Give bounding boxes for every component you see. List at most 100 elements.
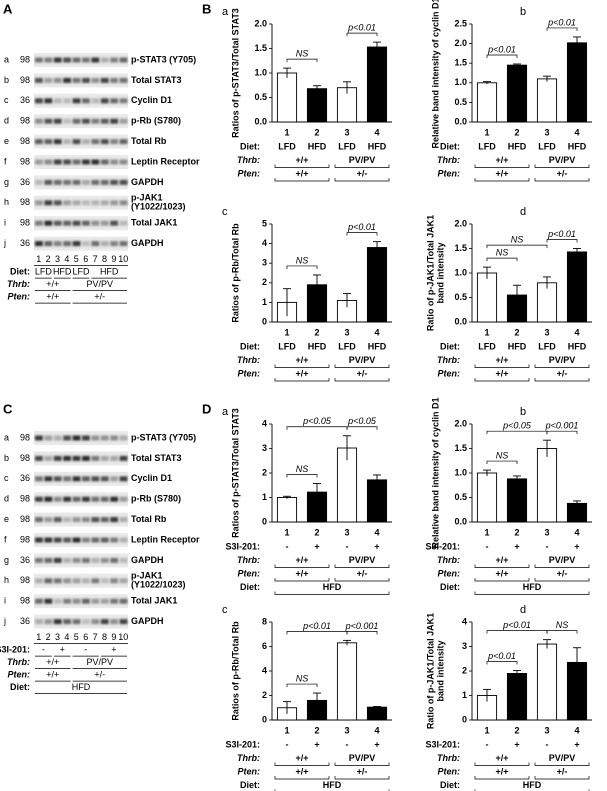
y-tick-label: 3 [262,443,267,453]
footer-value: LFD [278,141,296,151]
error-bar [543,639,551,649]
significance-label: p<0.01 [347,23,376,33]
row-letter: d [4,494,9,504]
band [44,98,53,104]
band [100,77,109,83]
group-bracket [474,762,530,766]
band [53,578,62,584]
y-tick-label: 1.5 [454,243,467,253]
y-tick-label: 4 [462,616,467,626]
band [110,77,119,83]
x-tick-label: 4 [574,527,579,537]
panel-sub-letter: a [222,6,229,18]
band [91,619,100,625]
footer-value: PV/PV [549,753,576,763]
band [53,77,62,83]
bar [566,502,588,523]
x-tick-label: 3 [544,725,549,735]
band [63,179,72,185]
error-bar [543,276,551,289]
y-tick-label: 0.5 [254,92,267,102]
band [63,435,72,441]
footer-label: Thrb: [437,355,460,365]
bar [336,642,358,721]
band [100,200,109,206]
band [82,496,90,502]
mw-label: 98 [20,218,30,228]
row-letter: j [3,616,6,626]
footer-label: Pten: [238,168,261,178]
row-letter: a [4,432,9,442]
error-bar [343,639,351,646]
band [35,118,43,124]
significance-label: p<0.05 [502,421,532,431]
band [63,476,72,482]
band [72,557,81,563]
y-axis-label: Ratio of p-JAK1/Total JAK1 [425,613,435,729]
x-tick-label: 4 [574,127,579,137]
band [119,77,128,83]
footer-value: +/- [357,766,368,776]
bar [366,46,388,123]
band [91,578,100,584]
x-tick-label: 1 [284,127,289,137]
band [82,98,90,104]
band [110,179,119,185]
x-tick-label: 4 [374,327,379,337]
band [44,118,53,124]
band [119,578,128,584]
error-bar [313,483,321,501]
footer-value: PV/PV [87,279,114,289]
band [82,435,90,441]
band [100,578,109,584]
footer-value: +/+ [46,669,59,679]
footer-value: +/+ [295,168,308,178]
x-tick-label: 3 [344,127,349,137]
band [35,598,43,604]
band [53,57,62,63]
footer-value: +/- [94,291,105,301]
lane-number: 4 [64,632,69,642]
row-label: Total Rb [131,514,167,524]
error-bar [313,85,321,92]
band [44,241,53,247]
footer-value: +/+ [46,279,59,289]
x-tick-label: 1 [284,327,289,337]
mw-label: 98 [20,136,30,146]
x-tick-label: 2 [514,527,519,537]
footer-label: Diet: [440,582,460,592]
band [82,557,90,563]
bar [276,72,298,123]
mw-label: 98 [20,197,30,207]
bar [536,78,558,123]
band [53,598,62,604]
error-bar [343,81,351,94]
footer-value: HFD [308,141,327,151]
band [119,220,128,226]
footer-value: PV/PV [349,753,376,763]
y-tick-label: 1.0 [254,67,267,77]
band [35,179,43,185]
significance-bracket [546,430,578,435]
footer-label: Diet: [10,682,30,692]
lane-number: 5 [74,632,79,642]
y-tick-label: 2.0 [454,38,467,48]
mw-label: 98 [20,54,30,64]
x-tick-label: 3 [344,327,349,337]
band [110,517,119,523]
band [100,98,109,104]
band [35,200,43,206]
significance-bracket [346,232,378,236]
footer-value: HFD [308,341,327,351]
row-label: (Y1022/1023) [131,580,186,590]
band [44,77,53,83]
significance-bracket [546,239,578,243]
x-tick-label: 1 [484,527,489,537]
band [100,118,109,124]
significance-bracket [346,631,378,635]
footer-value: - [486,739,489,749]
band [119,179,128,185]
significance-bracket [286,426,348,430]
bar [476,272,498,323]
